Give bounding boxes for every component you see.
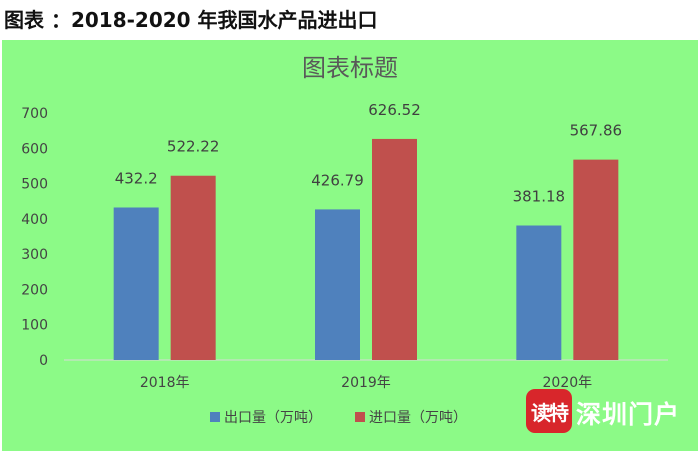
bar-export (516, 225, 562, 360)
y-tick-label: 600 (21, 141, 48, 157)
legend-label: 进口量（万吨） (369, 410, 467, 426)
data-label: 626.52 (368, 101, 421, 119)
bar-chart: 图表标题 0 100 200 300 400 500 600 700 432.2 522.22 201… (21, 54, 668, 426)
data-label: 432.2 (115, 169, 158, 187)
y-tick-label: 700 (21, 106, 48, 122)
watermark: 读特 深圳门户 (526, 389, 698, 433)
y-tick-label: 100 (21, 318, 48, 334)
bar-export (113, 207, 159, 360)
bar-export (315, 209, 360, 360)
data-label: 567.86 (570, 122, 623, 140)
chart-title: 图表标题 (302, 54, 398, 82)
bar-import (170, 175, 216, 360)
x-tick-label: 2018年 (140, 375, 190, 391)
chart-panel: 图表标题 0 100 200 300 400 500 600 700 432.2 522.22 201… (2, 40, 698, 451)
data-label: 522.22 (167, 138, 220, 156)
y-tick-label: 500 (21, 177, 48, 193)
document-heading: 图表 ：2018-2020 年我国水产品进出口 (4, 8, 378, 32)
watermark-text: 深圳门户 (576, 400, 681, 429)
y-tick-label: 400 (21, 212, 48, 228)
y-tick-label: 200 (21, 282, 48, 298)
data-label: 426.79 (311, 171, 364, 189)
y-tick-label: 0 (39, 353, 48, 369)
data-label: 381.18 (513, 187, 566, 205)
legend-label: 出口量（万吨） (224, 410, 322, 426)
legend-swatch-import (355, 412, 365, 422)
y-tick-label: 300 (21, 247, 48, 263)
legend-swatch-export (210, 412, 220, 422)
bar-import (372, 138, 417, 360)
watermark-badge: 读特 (526, 389, 572, 433)
x-tick-label: 2020年 (543, 375, 593, 391)
x-tick-label: 2019年 (341, 375, 391, 391)
bar-import (573, 159, 619, 360)
